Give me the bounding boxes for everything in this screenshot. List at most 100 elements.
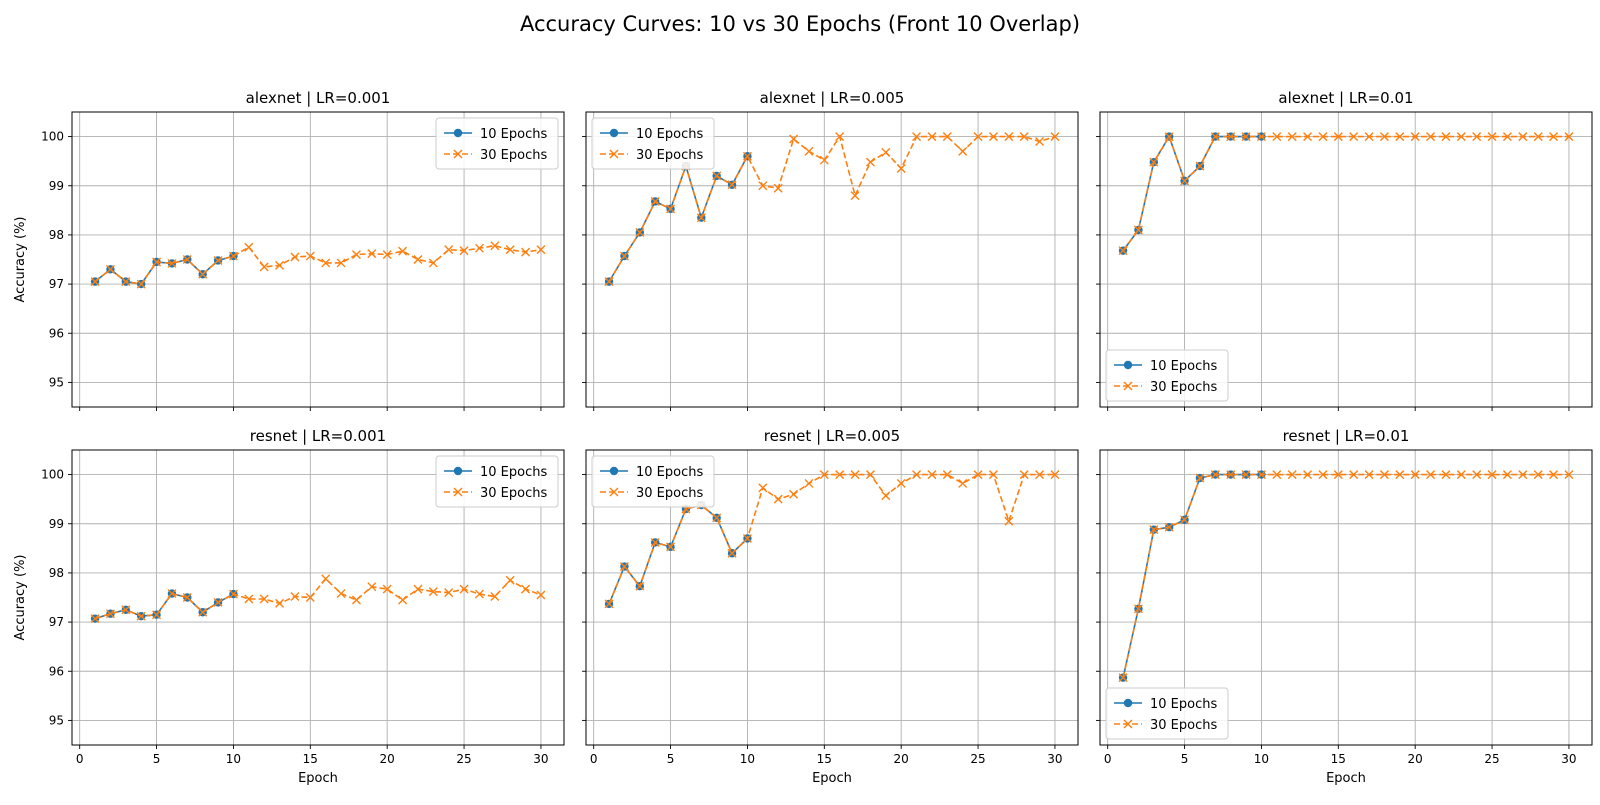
data-point-marker xyxy=(712,171,722,181)
data-point-marker xyxy=(1533,470,1543,480)
data-point-marker xyxy=(259,262,269,272)
data-point-marker xyxy=(1333,470,1343,480)
data-point-marker xyxy=(819,155,829,165)
data-point-marker xyxy=(228,589,238,599)
subplot-2: alexnet | LR=0.005 10 Epochs 30 Epochs xyxy=(582,89,1079,411)
data-point-marker xyxy=(958,478,968,488)
axes-frame xyxy=(71,111,565,408)
data-point-marker xyxy=(1164,132,1174,142)
legend-label: 30 Epochs xyxy=(480,486,547,501)
data-point-marker xyxy=(1241,132,1251,142)
data-point-marker xyxy=(1349,470,1359,480)
legend: 10 Epochs 30 Epochs xyxy=(435,455,559,508)
data-point-marker xyxy=(505,245,515,255)
data-point-marker xyxy=(305,251,315,261)
data-point-marker xyxy=(727,180,737,190)
data-point-marker xyxy=(1379,470,1389,480)
legend-box xyxy=(435,117,559,170)
data-point-marker xyxy=(213,597,223,607)
data-point-marker xyxy=(1019,470,1029,480)
data-point-marker xyxy=(398,246,408,256)
data-point-marker xyxy=(666,542,676,552)
data-point-marker xyxy=(1395,132,1405,142)
data-point-marker xyxy=(536,590,546,600)
data-point-marker xyxy=(536,245,546,255)
data-point-marker xyxy=(1272,132,1282,142)
series-line xyxy=(608,504,748,605)
legend-label: 30 Epochs xyxy=(1150,380,1217,395)
data-point-marker xyxy=(1256,132,1266,142)
x-tick-label: 30 xyxy=(1047,752,1062,766)
data-point-marker xyxy=(152,257,162,267)
data-point-marker xyxy=(1410,470,1420,480)
legend-marker-swatch xyxy=(609,466,619,476)
data-point-marker xyxy=(459,246,469,256)
legend-marker-swatch xyxy=(609,149,619,159)
x-tick-label: 10 xyxy=(226,752,241,766)
data-point-marker xyxy=(1426,470,1436,480)
data-point-marker xyxy=(1364,132,1374,142)
legend-label: 30 Epochs xyxy=(636,486,703,501)
data-point-marker xyxy=(1133,604,1143,614)
x-tick-label: 5 xyxy=(667,752,675,766)
data-point-marker xyxy=(1272,470,1282,480)
data-point-marker xyxy=(865,470,875,480)
data-point-marker xyxy=(444,245,454,255)
data-point-marker xyxy=(1035,137,1045,146)
legend-box xyxy=(435,455,559,508)
data-point-marker xyxy=(1472,470,1482,480)
data-point-marker xyxy=(635,227,645,237)
data-point-marker xyxy=(1441,132,1451,142)
data-point-marker xyxy=(1318,132,1328,142)
y-tick-label: 98 xyxy=(49,566,64,580)
data-point-marker xyxy=(973,470,983,480)
data-point-marker xyxy=(521,584,531,594)
data-point-marker xyxy=(351,250,361,260)
data-point-marker xyxy=(927,132,937,142)
legend-label: 10 Epochs xyxy=(1150,697,1217,712)
data-point-marker xyxy=(1164,522,1174,532)
y-tick-label: 99 xyxy=(49,517,64,531)
axes-frame xyxy=(585,449,1079,746)
data-point-marker xyxy=(1456,132,1466,142)
legend-marker-swatch xyxy=(609,128,619,138)
x-tick-label: 25 xyxy=(970,752,985,766)
data-point-marker xyxy=(1549,470,1559,480)
data-point-marker xyxy=(1364,470,1374,480)
legend-marker-swatch xyxy=(609,487,619,497)
legend-marker-swatch xyxy=(453,149,463,159)
data-point-marker xyxy=(182,593,192,602)
data-point-marker xyxy=(444,588,454,598)
data-point-marker xyxy=(912,132,922,142)
legend-label: 30 Epochs xyxy=(480,148,547,163)
data-point-marker xyxy=(804,146,814,156)
data-point-marker xyxy=(167,589,177,599)
data-point-marker xyxy=(228,251,238,261)
subplot-title: resnet | LR=0.005 xyxy=(764,427,900,445)
data-point-marker xyxy=(1318,470,1328,480)
axes-frame xyxy=(71,449,565,746)
data-point-marker xyxy=(635,581,645,591)
data-point-marker xyxy=(1502,470,1512,480)
data-point-marker xyxy=(90,277,100,287)
data-point-marker xyxy=(619,562,629,572)
subplot-3: alexnet | LR=0.01 10 Epochs 30 Epochs xyxy=(1096,89,1593,411)
x-tick-label: 30 xyxy=(533,752,548,766)
series-line xyxy=(94,255,234,285)
data-point-marker xyxy=(1118,246,1128,256)
subplot-title: alexnet | LR=0.005 xyxy=(760,89,905,107)
data-point-marker xyxy=(290,252,300,262)
x-tick-label: 0 xyxy=(1104,752,1112,766)
data-point-marker xyxy=(1564,470,1574,480)
legend-marker-swatch xyxy=(453,466,463,476)
data-point-marker xyxy=(321,258,331,268)
data-point-marker xyxy=(650,196,660,206)
data-point-marker xyxy=(789,489,799,499)
x-tick-label: 10 xyxy=(740,752,755,766)
data-point-marker xyxy=(650,537,660,547)
data-point-marker xyxy=(881,147,891,157)
data-point-marker xyxy=(367,249,377,259)
data-point-marker xyxy=(865,157,875,167)
axes-frame xyxy=(1099,449,1593,746)
data-point-marker xyxy=(1195,473,1205,483)
